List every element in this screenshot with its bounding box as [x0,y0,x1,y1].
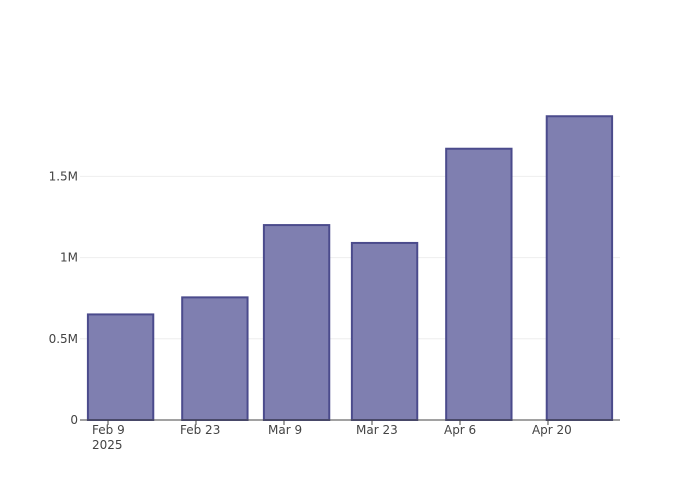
x-tick-label: Apr 6 [444,423,476,437]
x-tick-label: Mar 23 [356,423,398,437]
x-tick-label: Mar 9 [268,423,302,437]
y-tick-label: 1.5M [49,169,78,183]
x-tick-label: Feb 23 [180,423,220,437]
y-tick-label: 0.5M [49,332,78,346]
bar [545,115,614,421]
bar [445,147,513,421]
bar [86,313,155,421]
bar [262,224,331,421]
bar [350,241,419,421]
bar [181,296,249,422]
y-tick-label: 1M [60,251,78,265]
y-tick-label: 0 [70,413,78,427]
x-tick-label: Feb 9 2025 [92,423,125,452]
x-tick-label: Apr 20 [532,423,572,437]
